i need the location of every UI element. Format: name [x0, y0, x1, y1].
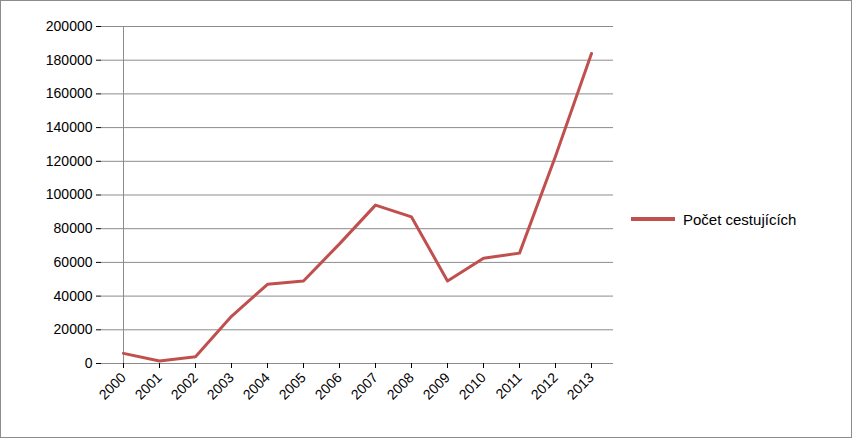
- svg-text:80000: 80000: [54, 220, 93, 236]
- svg-text:120000: 120000: [46, 153, 93, 169]
- svg-text:200000: 200000: [46, 18, 93, 34]
- svg-text:2010: 2010: [455, 369, 488, 402]
- svg-text:2009: 2009: [419, 369, 452, 402]
- svg-text:2005: 2005: [275, 369, 308, 402]
- svg-text:140000: 140000: [46, 119, 93, 135]
- svg-text:2000: 2000: [95, 369, 128, 402]
- svg-text:2002: 2002: [167, 369, 200, 402]
- svg-text:20000: 20000: [54, 321, 93, 337]
- svg-text:2004: 2004: [239, 369, 272, 402]
- svg-text:60000: 60000: [54, 254, 93, 270]
- svg-text:160000: 160000: [46, 85, 93, 101]
- svg-text:100000: 100000: [46, 186, 93, 202]
- svg-text:2001: 2001: [131, 369, 164, 402]
- svg-text:2008: 2008: [383, 369, 416, 402]
- svg-text:2006: 2006: [311, 369, 344, 402]
- svg-text:40000: 40000: [54, 288, 93, 304]
- svg-text:2013: 2013: [563, 369, 596, 402]
- svg-text:2012: 2012: [527, 369, 560, 402]
- svg-text:180000: 180000: [46, 52, 93, 68]
- svg-text:0: 0: [85, 355, 93, 371]
- svg-text:2003: 2003: [203, 369, 236, 402]
- svg-text:2007: 2007: [347, 369, 380, 402]
- html-text:Počet cestujících: Počet cestujících: [683, 210, 797, 228]
- svg-text:2011: 2011: [492, 369, 525, 402]
